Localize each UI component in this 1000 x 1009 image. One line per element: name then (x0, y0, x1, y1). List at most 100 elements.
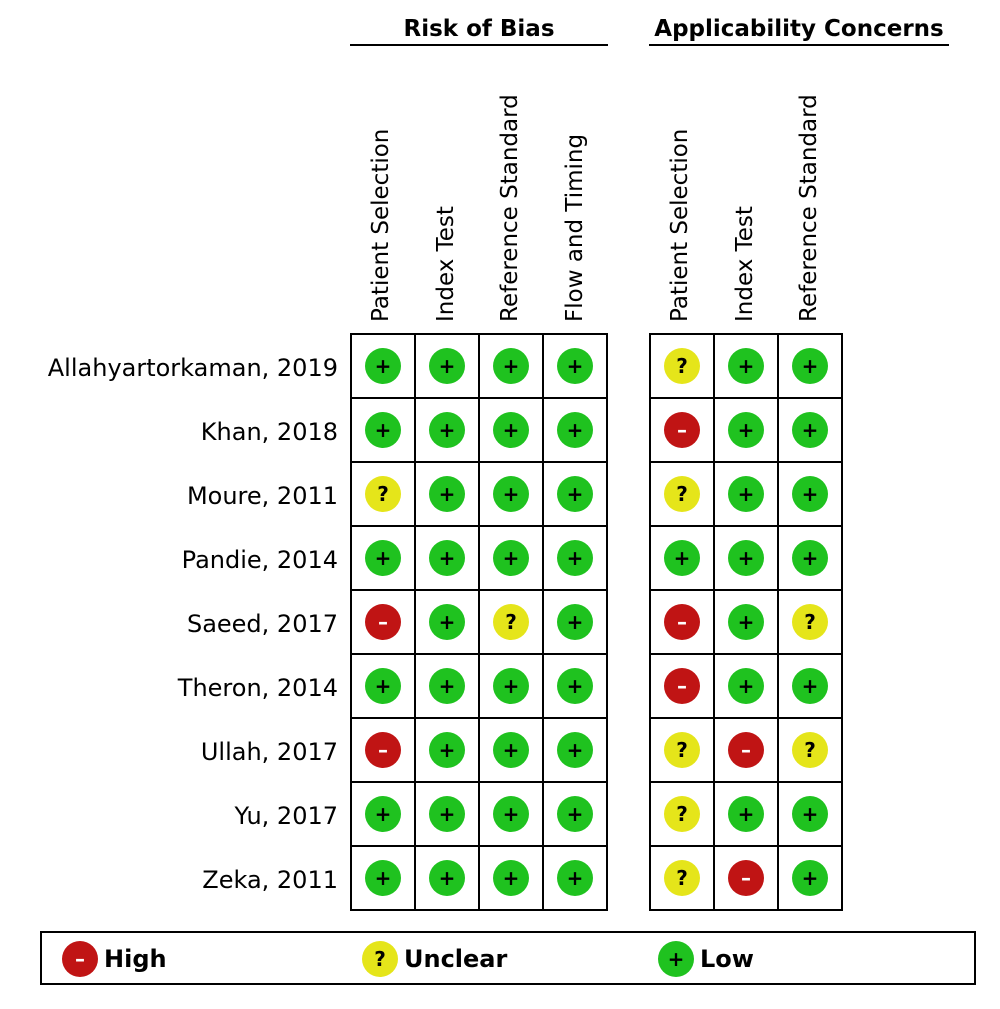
low-judgement-icon: + (557, 412, 593, 448)
study-label: Saeed, 2017 (186, 610, 338, 638)
low-judgement-icon: + (429, 604, 465, 640)
table-cell: + (350, 397, 416, 463)
table-cell: + (777, 397, 843, 463)
high-judgement-icon: – (365, 732, 401, 768)
table-cell: – (350, 717, 416, 783)
low-judgement-icon: + (557, 604, 593, 640)
table-cell: + (478, 333, 544, 399)
table-cell: + (542, 653, 608, 719)
high-legend-icon: – (62, 941, 98, 977)
low-judgement-icon: + (728, 796, 764, 832)
table-cell: + (777, 653, 843, 719)
low-judgement-icon: + (429, 796, 465, 832)
column-label-text: Patient Selection (667, 128, 693, 322)
column-label-text: Flow and Timing (561, 133, 588, 322)
table-row: ? + + (649, 781, 843, 847)
table-row: ? –? (649, 717, 843, 783)
table-cell: + (777, 333, 843, 399)
low-judgement-icon: + (792, 860, 828, 896)
low-judgement-icon: + (429, 348, 465, 384)
low-judgement-icon: + (365, 540, 401, 576)
table-cell: – (713, 717, 779, 783)
table-cell: + (542, 589, 608, 655)
low-judgement-icon: + (557, 668, 593, 704)
low-judgement-icon: + (429, 476, 465, 512)
legend-label: Low (700, 945, 754, 973)
low-judgement-icon: + (365, 668, 401, 704)
low-judgement-icon: + (728, 668, 764, 704)
low-judgement-icon: + (493, 796, 529, 832)
table-cell: + (542, 461, 608, 527)
table-row: – +? (649, 589, 843, 655)
table-cell: + (542, 717, 608, 783)
table-row: ? + + + (350, 461, 608, 527)
column-label-text: Index Test (432, 206, 459, 322)
low-judgement-icon: + (557, 732, 593, 768)
table-cell: + (542, 525, 608, 591)
table-cell: + (713, 653, 779, 719)
table-cell: ? (649, 461, 715, 527)
unclear-judgement-icon: ? (792, 732, 828, 768)
table-cell: ? (649, 717, 715, 783)
table-cell: + (478, 397, 544, 463)
table-cell: + (350, 781, 416, 847)
low-judgement-icon: + (664, 540, 700, 576)
table-cell: + (777, 845, 843, 911)
table-row: + + + + (350, 653, 608, 719)
low-judgement-icon: + (728, 412, 764, 448)
table-cell: + (542, 333, 608, 399)
high-judgement-icon: – (728, 860, 764, 896)
table-cell: + (713, 397, 779, 463)
study-label: Zeka, 2011 (202, 866, 338, 894)
low-judgement-icon: + (728, 476, 764, 512)
high-judgement-icon: – (664, 668, 700, 704)
low-judgement-icon: + (728, 540, 764, 576)
table-cell: – (713, 845, 779, 911)
table-cell: ? (478, 589, 544, 655)
table-row: – + + + (350, 717, 608, 783)
unclear-judgement-icon: ? (664, 476, 700, 512)
table-cell: + (777, 781, 843, 847)
table-cell: + (414, 653, 480, 719)
low-judgement-icon: + (493, 412, 529, 448)
low-judgement-icon: + (728, 348, 764, 384)
low-judgement-icon: + (493, 476, 529, 512)
column-label-text: Index Test (731, 206, 758, 322)
table-row: + + + + (350, 397, 608, 463)
table-cell: – (649, 397, 715, 463)
low-judgement-icon: + (365, 348, 401, 384)
table-row: + + + + (350, 781, 608, 847)
table-row: + + + (649, 525, 843, 591)
column-label-text: Reference Standard (796, 94, 822, 322)
table-cell: + (713, 781, 779, 847)
low-judgement-icon: + (728, 604, 764, 640)
low-judgement-icon: + (557, 348, 593, 384)
high-judgement-icon: – (664, 412, 700, 448)
table-cell: ? (777, 589, 843, 655)
table-row: ? + + (649, 461, 843, 527)
unclear-judgement-icon: ? (664, 348, 700, 384)
group-underline (649, 44, 949, 46)
table-row: ? – + (649, 845, 843, 911)
table-cell: + (350, 525, 416, 591)
low-judgement-icon: + (429, 668, 465, 704)
legend-item-high: – High (62, 941, 167, 977)
table-cell: + (713, 333, 779, 399)
low-judgement-icon: + (493, 348, 529, 384)
low-judgement-icon: + (429, 412, 465, 448)
unclear-judgement-icon: ? (365, 476, 401, 512)
table-cell: + (542, 397, 608, 463)
low-judgement-icon: + (429, 860, 465, 896)
table-cell: + (542, 845, 608, 911)
low-judgement-icon: + (792, 668, 828, 704)
column-label-text: Reference Standard (497, 94, 523, 322)
legend: – High? Unclear + Low (40, 931, 976, 985)
group-title: Applicability Concerns (654, 16, 944, 42)
low-judgement-icon: + (792, 796, 828, 832)
table-cell: – (649, 589, 715, 655)
table-cell: ? (649, 781, 715, 847)
study-label: Moure, 2011 (186, 482, 338, 510)
table-cell: + (478, 461, 544, 527)
study-label: Ullah, 2017 (200, 738, 338, 766)
table-cell: ? (649, 333, 715, 399)
